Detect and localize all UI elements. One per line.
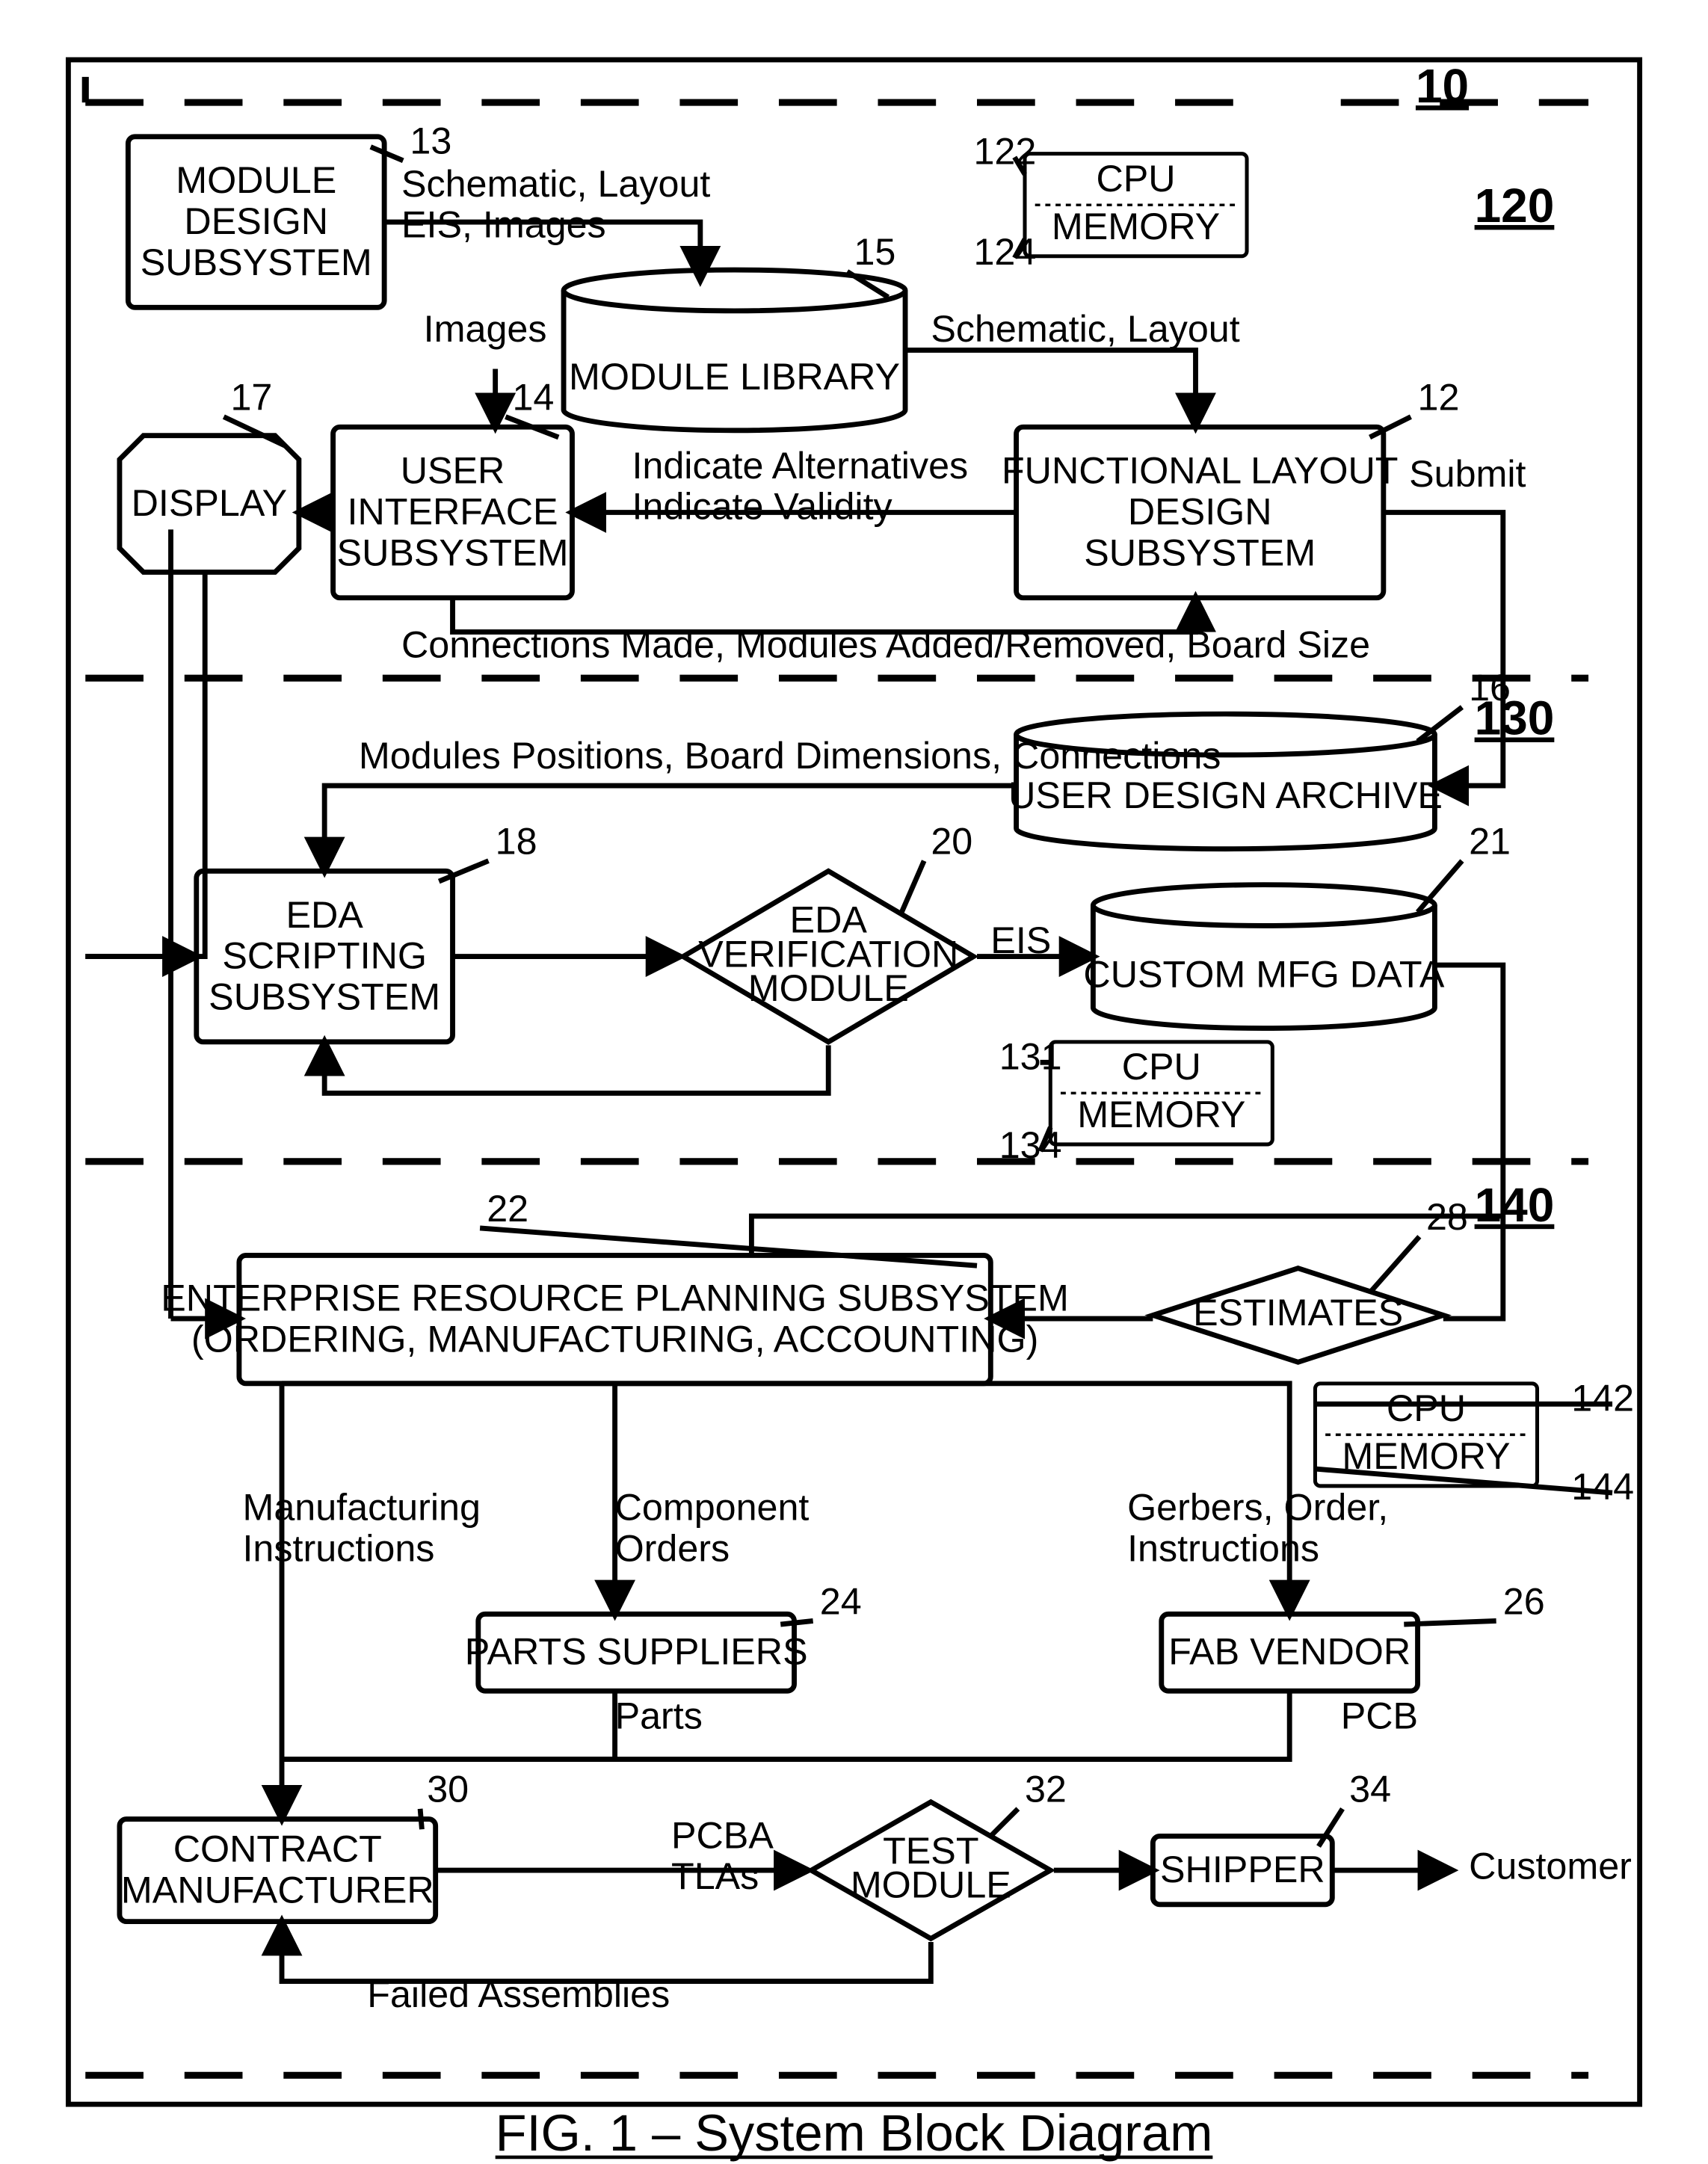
svg-text:Images: Images <box>424 308 547 350</box>
svg-text:Customer: Customer <box>1469 1845 1632 1887</box>
svg-text:Orders: Orders <box>615 1527 730 1569</box>
svg-text:CPU: CPU <box>1096 158 1175 200</box>
svg-text:FUNCTIONAL LAYOUT: FUNCTIONAL LAYOUT <box>1002 450 1398 492</box>
svg-text:Instructions: Instructions <box>1127 1527 1319 1569</box>
svg-text:ENTERPRISE RESOURCE PLANNING S: ENTERPRISE RESOURCE PLANNING SUBSYSTEM <box>161 1277 1069 1319</box>
svg-text:32: 32 <box>1025 1769 1067 1810</box>
svg-text:20: 20 <box>931 820 972 862</box>
svg-text:134: 134 <box>999 1124 1062 1166</box>
svg-text:120: 120 <box>1475 179 1555 232</box>
svg-text:PCB: PCB <box>1341 1695 1418 1736</box>
system-block-diagram: 10120130140MODULEDESIGNSUBSYSTEMMODULE L… <box>0 0 1708 2164</box>
svg-text:SHIPPER: SHIPPER <box>1160 1849 1325 1890</box>
svg-text:CPU: CPU <box>1122 1046 1201 1088</box>
svg-text:34: 34 <box>1349 1769 1391 1810</box>
svg-text:USER DESIGN ARCHIVE: USER DESIGN ARCHIVE <box>1008 774 1443 816</box>
svg-text:Parts: Parts <box>615 1695 703 1736</box>
svg-text:MODULE: MODULE <box>748 967 909 1009</box>
svg-text:USER: USER <box>401 450 505 492</box>
svg-text:24: 24 <box>820 1580 862 1622</box>
svg-text:SUBSYSTEM: SUBSYSTEM <box>141 241 372 283</box>
svg-text:26: 26 <box>1503 1580 1545 1622</box>
svg-text:SUBSYSTEM: SUBSYSTEM <box>1084 531 1316 573</box>
svg-text:MODULE LIBRARY: MODULE LIBRARY <box>569 356 900 398</box>
svg-text:Connections Made, Modules Adde: Connections Made, Modules Added/Removed,… <box>401 624 1370 666</box>
svg-text:Manufacturing: Manufacturing <box>242 1487 480 1529</box>
svg-text:18: 18 <box>496 820 537 862</box>
svg-text:Schematic, Layout: Schematic, Layout <box>931 308 1239 350</box>
svg-text:Indicate Validity: Indicate Validity <box>632 486 892 528</box>
svg-text:(ORDERING, MANUFACTURING, ACCO: (ORDERING, MANUFACTURING, ACCOUNTING) <box>191 1319 1038 1360</box>
svg-text:PCBA: PCBA <box>671 1814 774 1856</box>
svg-text:14: 14 <box>513 376 555 418</box>
svg-text:INTERFACE: INTERFACE <box>348 490 558 532</box>
svg-text:CUSTOM MFG DATA: CUSTOM MFG DATA <box>1083 954 1444 996</box>
svg-text:Failed Assemblies: Failed Assemblies <box>367 1973 670 2015</box>
svg-text:MEMORY: MEMORY <box>1077 1094 1245 1135</box>
svg-text:TLAs: TLAs <box>671 1855 759 1897</box>
svg-text:122: 122 <box>973 130 1036 172</box>
svg-text:CONTRACT: CONTRACT <box>173 1828 382 1870</box>
svg-text:30: 30 <box>427 1769 469 1810</box>
svg-text:ESTIMATES: ESTIMATES <box>1193 1292 1403 1334</box>
svg-text:Submit: Submit <box>1409 453 1526 495</box>
svg-text:21: 21 <box>1469 820 1511 862</box>
svg-text:131: 131 <box>999 1035 1062 1077</box>
svg-text:Indicate Alternatives: Indicate Alternatives <box>632 445 968 487</box>
svg-text:CPU: CPU <box>1387 1387 1466 1429</box>
svg-text:DESIGN: DESIGN <box>1128 490 1272 532</box>
svg-text:15: 15 <box>854 231 896 273</box>
svg-text:Instructions: Instructions <box>242 1527 434 1569</box>
svg-text:SUBSYSTEM: SUBSYSTEM <box>209 975 440 1017</box>
svg-text:EDA: EDA <box>286 894 363 936</box>
svg-text:EIS, Images: EIS, Images <box>401 204 606 246</box>
svg-text:EIS: EIS <box>990 919 1051 961</box>
svg-text:Modules Positions, Board Dimen: Modules Positions, Board Dimensions, Con… <box>359 735 1221 777</box>
svg-text:FAB VENDOR: FAB VENDOR <box>1168 1631 1411 1673</box>
svg-text:28: 28 <box>1426 1196 1468 1238</box>
svg-text:MODULE: MODULE <box>176 159 336 201</box>
svg-text:DESIGN: DESIGN <box>184 200 328 242</box>
svg-text:FIG. 1 – System Block Diagram: FIG. 1 – System Block Diagram <box>496 2104 1213 2162</box>
svg-text:13: 13 <box>410 120 451 162</box>
svg-text:142: 142 <box>1571 1377 1634 1419</box>
svg-text:PARTS SUPPLIERS: PARTS SUPPLIERS <box>465 1631 808 1673</box>
svg-text:144: 144 <box>1571 1466 1634 1508</box>
svg-text:MANUFACTURER: MANUFACTURER <box>121 1869 434 1911</box>
svg-text:Component: Component <box>615 1487 810 1529</box>
svg-text:Gerbers, Order,: Gerbers, Order, <box>1127 1487 1388 1529</box>
svg-text:SCRIPTING: SCRIPTING <box>222 935 427 977</box>
svg-text:22: 22 <box>487 1188 528 1230</box>
svg-text:124: 124 <box>973 231 1036 273</box>
svg-text:DISPLAY: DISPLAY <box>132 482 288 524</box>
svg-text:MEMORY: MEMORY <box>1052 206 1220 247</box>
svg-text:17: 17 <box>230 376 272 418</box>
svg-text:Schematic, Layout: Schematic, Layout <box>401 163 710 205</box>
svg-text:MODULE: MODULE <box>851 1864 1011 1906</box>
svg-text:16: 16 <box>1469 667 1511 709</box>
svg-text:12: 12 <box>1418 376 1460 418</box>
svg-text:140: 140 <box>1475 1178 1555 1232</box>
svg-text:SUBSYSTEM: SUBSYSTEM <box>337 531 569 573</box>
svg-text:10: 10 <box>1416 59 1469 113</box>
